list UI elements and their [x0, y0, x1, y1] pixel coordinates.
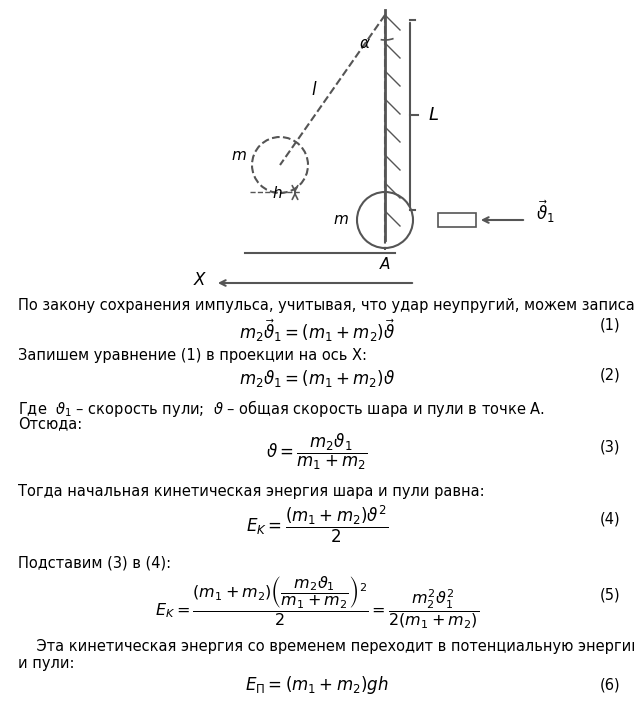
Text: $E_K = \dfrac{(m_1 + m_2)\left(\dfrac{m_2\vartheta_1}{m_1 + m_2}\right)^2}{2} = : $E_K = \dfrac{(m_1 + m_2)\left(\dfrac{m_…	[155, 574, 479, 630]
Text: $\vartheta = \dfrac{m_2\vartheta_1}{m_1 + m_2}$: $\vartheta = \dfrac{m_2\vartheta_1}{m_1 …	[266, 432, 368, 472]
Text: Запишем уравнение (1) в проекции на ось X:: Запишем уравнение (1) в проекции на ось …	[18, 348, 367, 363]
Text: По закону сохранения импульса, учитывая, что удар неупругий, можем записать:: По закону сохранения импульса, учитывая,…	[18, 298, 634, 313]
Text: Эта кинетическая энергия со временем переходит в потенциальную энергию шара: Эта кинетическая энергия со временем пер…	[18, 639, 634, 654]
Text: $m_2\vartheta_1 = (m_1 + m_2)\vartheta$: $m_2\vartheta_1 = (m_1 + m_2)\vartheta$	[239, 368, 395, 389]
Text: $\alpha$: $\alpha$	[359, 35, 371, 51]
Text: и пули:: и пули:	[18, 656, 75, 671]
Text: (2): (2)	[600, 368, 621, 383]
Text: (5): (5)	[600, 588, 620, 603]
Text: $m_2\vec{\vartheta}_1 = (m_1 + m_2)\vec{\vartheta}$: $m_2\vec{\vartheta}_1 = (m_1 + m_2)\vec{…	[239, 318, 395, 345]
Text: $m$: $m$	[333, 213, 349, 227]
Text: (6): (6)	[600, 677, 620, 692]
Text: $m$: $m$	[231, 148, 247, 162]
Text: $\vec{\vartheta}_1$: $\vec{\vartheta}_1$	[536, 199, 555, 225]
Text: $X$: $X$	[193, 271, 207, 289]
Text: Подставим (3) в (4):: Подставим (3) в (4):	[18, 556, 171, 571]
Text: $E_K = \dfrac{(m_1 + m_2)\vartheta^2}{2}$: $E_K = \dfrac{(m_1 + m_2)\vartheta^2}{2}…	[246, 504, 388, 545]
Text: Где  $\vartheta_1$ – скорость пули;  $\vartheta$ – общая скорость шара и пули в : Где $\vartheta_1$ – скорость пули; $\var…	[18, 398, 545, 419]
Text: (4): (4)	[600, 512, 620, 527]
Text: $A$: $A$	[379, 256, 391, 272]
Text: Тогда начальная кинетическая энергия шара и пули равна:: Тогда начальная кинетическая энергия шар…	[18, 484, 484, 499]
Text: (1): (1)	[600, 318, 620, 333]
Text: $E_{\Pi} = (m_1 + m_2)gh$: $E_{\Pi} = (m_1 + m_2)gh$	[245, 674, 389, 696]
Text: $L$: $L$	[428, 106, 439, 124]
Text: $h$: $h$	[273, 184, 283, 201]
Text: Отсюда:: Отсюда:	[18, 416, 82, 431]
Bar	[438, 213, 476, 227]
Text: (3): (3)	[600, 440, 620, 455]
Text: $l$: $l$	[311, 81, 318, 99]
